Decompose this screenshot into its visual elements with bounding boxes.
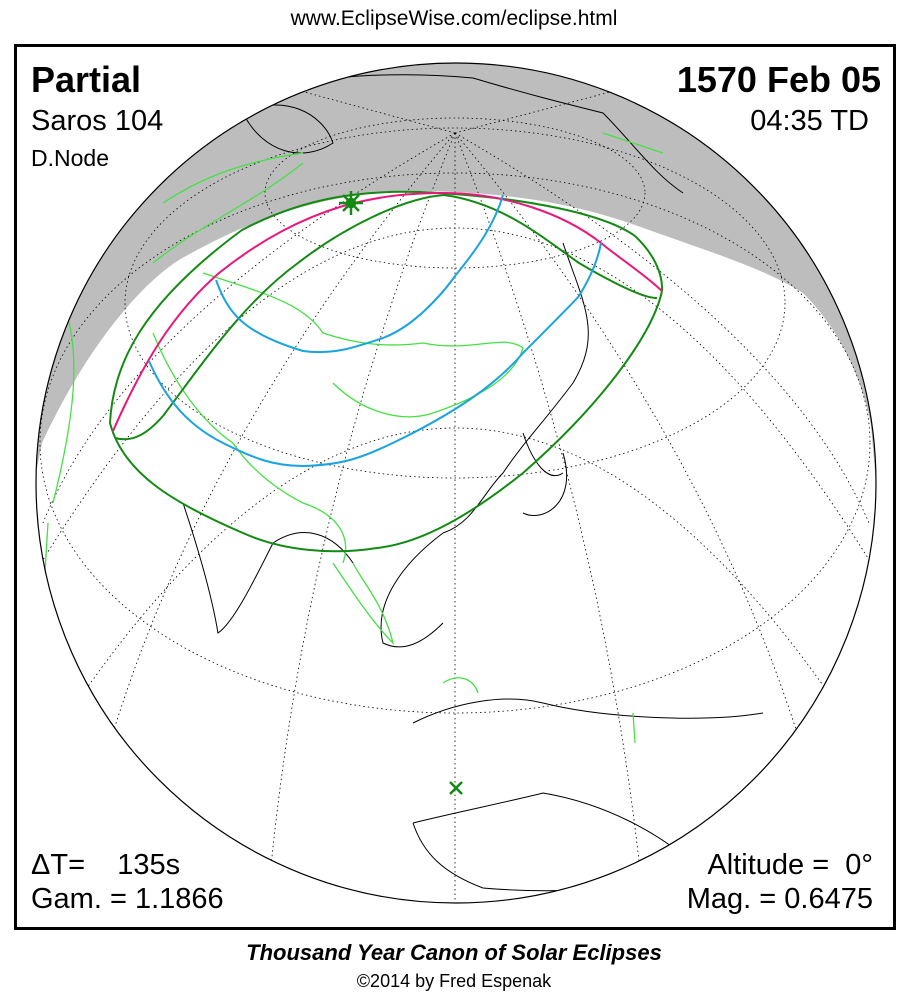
max-eclipse-horizon-curve [112, 191, 663, 432]
altitude-value: Altitude = 0° [707, 849, 873, 881]
source-url: www.EclipseWise.com/eclipse.html [290, 7, 618, 30]
globe-outline [35, 62, 877, 904]
meridian-line [252, 77, 456, 134]
eclipse-date: 1570 Feb 05 [676, 59, 881, 100]
parallel-line [62, 427, 850, 724]
delta-t-value: ΔT= 135s [31, 849, 181, 881]
eclipse-inner-limit-curve [114, 193, 658, 441]
meridian-line [454, 132, 819, 804]
meridian-line [267, 132, 456, 899]
copyright: ©2014 by Fred Espenak [356, 971, 552, 991]
globe-map [35, 62, 877, 904]
eclipse-outer-limit-curve [108, 190, 664, 553]
greatest-eclipse-star-icon [339, 191, 363, 215]
eclipse-map-panel: Partial 1570 Feb 05 Saros 104 04:35 TD D… [14, 44, 896, 930]
country-borders [42, 132, 664, 744]
canon-title: Thousand Year Canon of Solar Eclipses [246, 940, 662, 965]
night-region [36, 63, 876, 483]
rise-set-curve-1 [215, 194, 504, 354]
coastlines [182, 74, 764, 892]
parallel-line [124, 127, 786, 479]
rise-set-curve-2 [148, 242, 602, 468]
sub-solar-point-cross-icon [449, 781, 463, 795]
meridian-line [92, 132, 456, 804]
parallel-line [39, 172, 871, 714]
gamma-value: Gam. = 1.1866 [31, 883, 224, 915]
eclipse-time: 04:35 TD [750, 105, 869, 137]
parallel-line [40, 227, 872, 564]
parallel-line [264, 117, 646, 269]
graticule [39, 77, 872, 903]
globe-disc [36, 63, 876, 903]
node-label: D.Node [31, 145, 109, 171]
saros-number: Saros 104 [31, 105, 164, 137]
magnitude-value: Mag. = 0.6475 [686, 883, 873, 915]
eclipse-type: Partial [31, 59, 142, 100]
